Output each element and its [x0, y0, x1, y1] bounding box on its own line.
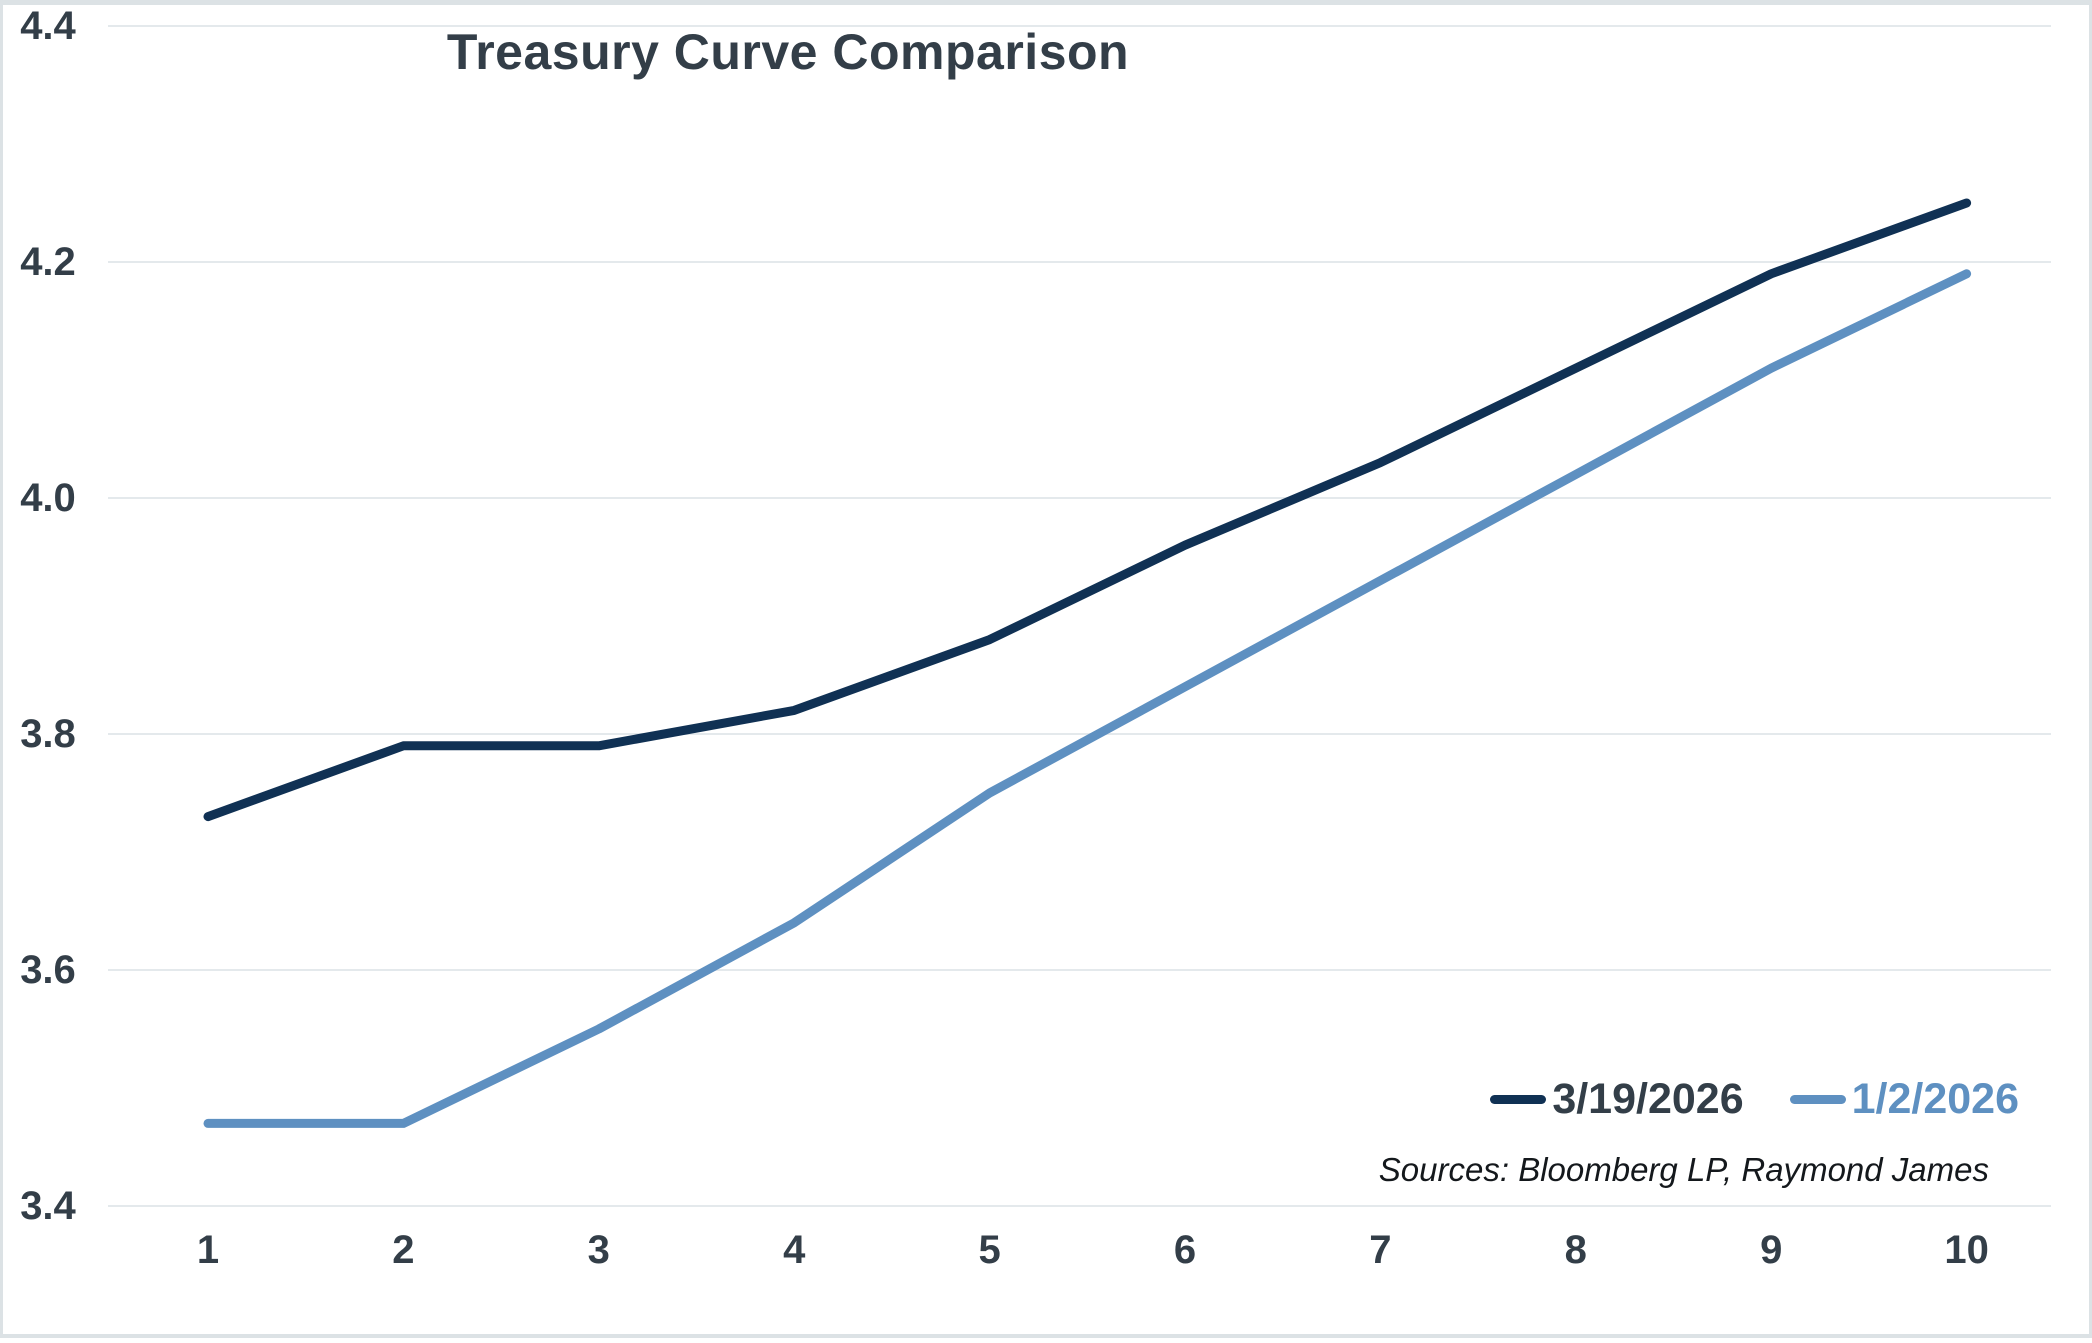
chart-title: Treasury Curve Comparison: [446, 24, 1130, 80]
x-tick-label-1: 1: [196, 1228, 220, 1272]
x-tick-label-6: 6: [1173, 1228, 1197, 1272]
plot-area: [108, 25, 2051, 1207]
legend: 3/19/2026 1/2/2026: [1490, 1075, 2019, 1124]
x-tick-label-8: 8: [1564, 1228, 1587, 1272]
legend-label-series-2: 1/2/2026: [1851, 1075, 2019, 1123]
legend-item-series-2: 1/2/2026: [1789, 1075, 2019, 1124]
y-tick-label-3.8: 3.8: [20, 712, 76, 756]
y-tick-label-3.6: 3.6: [20, 948, 76, 992]
x-tick-label-3: 3: [587, 1228, 610, 1272]
legend-line-swatch-dark: [1490, 1095, 1547, 1104]
x-tick-label-10: 10: [1944, 1228, 1989, 1272]
legend-item-series-1: 3/19/2026: [1490, 1075, 1744, 1124]
y-tick-label-3.4: 3.4: [20, 1184, 76, 1228]
series-line-light: [203, 269, 1972, 1128]
source-note: Sources: Bloomberg LP, Raymond James: [1378, 1151, 1989, 1188]
x-tick-label-4: 4: [783, 1228, 806, 1272]
x-tick-label-9: 9: [1760, 1228, 1783, 1272]
y-tick-label-4.2: 4.2: [20, 240, 76, 284]
series-line-dark: [203, 198, 1972, 822]
legend-line-swatch-light: [1789, 1095, 1846, 1104]
x-tick-label-7: 7: [1369, 1228, 1392, 1272]
x-tick-label-5: 5: [978, 1228, 1001, 1272]
y-tick-label-4.0: 4.0: [20, 476, 76, 520]
legend-label-series-1: 3/19/2026: [1552, 1075, 1744, 1123]
x-tick-label-2: 2: [392, 1228, 415, 1272]
y-tick-label-4.4: 4.4: [20, 4, 76, 48]
